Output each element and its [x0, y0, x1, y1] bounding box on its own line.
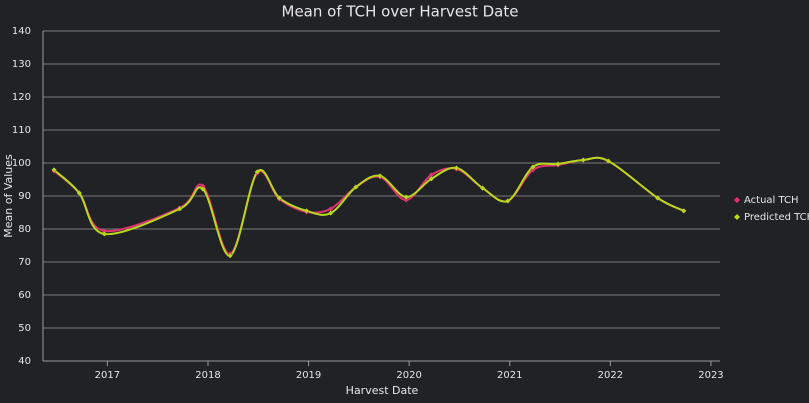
- data-point: [328, 206, 334, 212]
- y-tick-label: 50: [18, 323, 31, 334]
- y-axis-title: Mean of Values: [2, 154, 15, 238]
- x-tick-label: 2020: [396, 370, 421, 381]
- data-point: [505, 198, 511, 204]
- data-point: [200, 186, 206, 192]
- data-point: [200, 183, 206, 189]
- x-axis-title: Harvest Date: [346, 384, 419, 397]
- data-point: [530, 167, 536, 173]
- data-point: [480, 185, 486, 191]
- x-tick-label: 2018: [195, 370, 220, 381]
- y-tick-label: 60: [18, 290, 31, 301]
- data-point: [428, 176, 434, 182]
- data-point: [428, 172, 434, 178]
- data-point: [227, 253, 233, 259]
- y-tick-label: 80: [18, 224, 31, 235]
- data-point: [403, 194, 409, 200]
- data-point: [681, 208, 687, 214]
- legend-marker: [734, 214, 740, 220]
- data-point: [655, 195, 661, 201]
- legend-label: Predicted TCH: [744, 212, 809, 223]
- data-point: [76, 190, 82, 196]
- y-tick-label: 90: [18, 191, 31, 202]
- data-point: [276, 195, 282, 201]
- y-tick-label: 70: [18, 257, 31, 268]
- x-tick-label: 2017: [95, 370, 120, 381]
- chart-title: Mean of TCH over Harvest Date: [282, 3, 519, 21]
- y-tick-label: 40: [18, 356, 31, 367]
- x-tick-label: 2023: [698, 370, 723, 381]
- data-point: [177, 206, 183, 212]
- legend-label: Actual TCH: [744, 195, 799, 206]
- y-tick-label: 140: [12, 26, 31, 37]
- data-point: [403, 197, 409, 203]
- data-point: [555, 161, 561, 167]
- data-point: [605, 158, 611, 164]
- data-point: [328, 210, 334, 216]
- y-tick-label: 100: [12, 158, 31, 169]
- data-point: [101, 231, 107, 237]
- y-tick-label: 130: [12, 59, 31, 70]
- y-tick-label: 110: [12, 125, 31, 136]
- data-point: [530, 164, 536, 170]
- data-point: [51, 167, 57, 173]
- data-point: [254, 169, 260, 175]
- data-point: [377, 173, 383, 179]
- x-tick-label: 2021: [497, 370, 522, 381]
- legend-marker: [734, 197, 740, 203]
- data-point: [101, 228, 107, 234]
- data-point: [353, 184, 359, 190]
- data-point: [580, 157, 586, 163]
- series-line: [53, 156, 685, 257]
- x-tick-label: 2019: [296, 370, 321, 381]
- data-point: [453, 165, 459, 171]
- x-tick-label: 2022: [598, 370, 623, 381]
- y-tick-label: 120: [12, 92, 31, 103]
- data-point: [304, 208, 310, 214]
